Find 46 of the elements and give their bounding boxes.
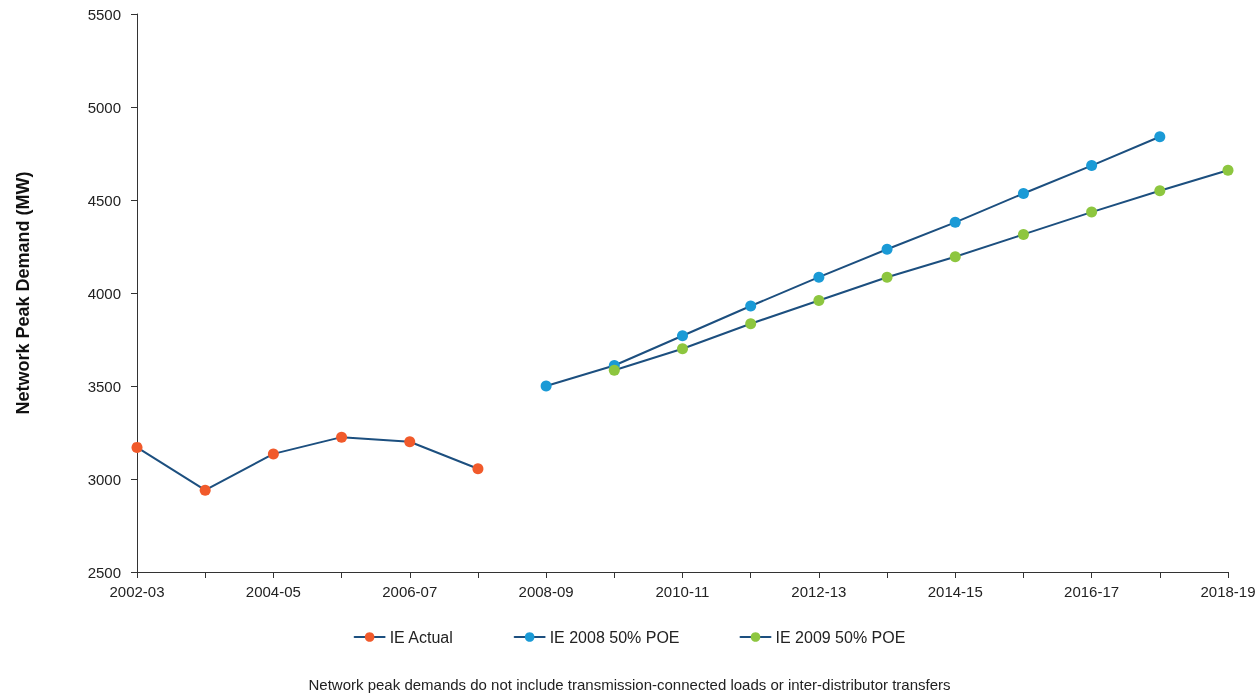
x-tick-label: 2010-11 [655, 583, 710, 600]
y-tick-label: 4500 [87, 191, 121, 209]
y-tick-label: 3000 [87, 470, 121, 488]
y-tick-label: 4000 [87, 284, 121, 302]
point [677, 330, 688, 342]
x-tick-label: 2004-05 [245, 583, 301, 600]
y-axis-title: Network Peak Demand (MW) [13, 171, 33, 415]
point [677, 343, 688, 355]
y-tick-label: 3500 [87, 377, 121, 395]
point [336, 431, 348, 443]
point [745, 300, 757, 312]
x-tick-label: 2002-03 [109, 583, 165, 600]
point [949, 216, 961, 228]
x-tick-label: 2018-19 [1200, 583, 1256, 600]
x-tick-label: 2012-13 [791, 583, 847, 600]
x-tick-label: 2006-07 [382, 583, 438, 600]
point [1154, 131, 1166, 143]
point [881, 271, 893, 283]
point [813, 294, 825, 306]
point [813, 271, 825, 283]
point [745, 318, 757, 330]
x-tick-label: 2008-09 [518, 583, 574, 600]
point [540, 380, 552, 392]
point [267, 448, 279, 460]
point [404, 436, 416, 448]
point [949, 251, 961, 263]
point [1086, 160, 1098, 172]
point [1086, 206, 1098, 218]
point [131, 441, 143, 453]
point [881, 243, 893, 255]
point [608, 364, 620, 376]
y-tick-label: 5500 [87, 5, 121, 23]
point [1154, 185, 1166, 197]
point [199, 484, 211, 496]
text: Network peak demands do not include transmission-connected loads or inter-distributor transfers [308, 676, 951, 693]
point [1017, 228, 1029, 240]
y-tick-label: 2500 [87, 563, 121, 581]
point [1222, 164, 1234, 176]
point [472, 463, 484, 475]
point [1017, 187, 1029, 199]
legend-label: IE Actual [389, 628, 453, 646]
legend-label: IE 2009 50% POE [775, 628, 906, 646]
legend-label: IE 2008 50% POE [549, 628, 680, 646]
x-tick-label: 2016-17 [1064, 583, 1120, 600]
x-tick-label: 2014-15 [927, 583, 983, 600]
y-tick-label: 5000 [87, 98, 121, 116]
